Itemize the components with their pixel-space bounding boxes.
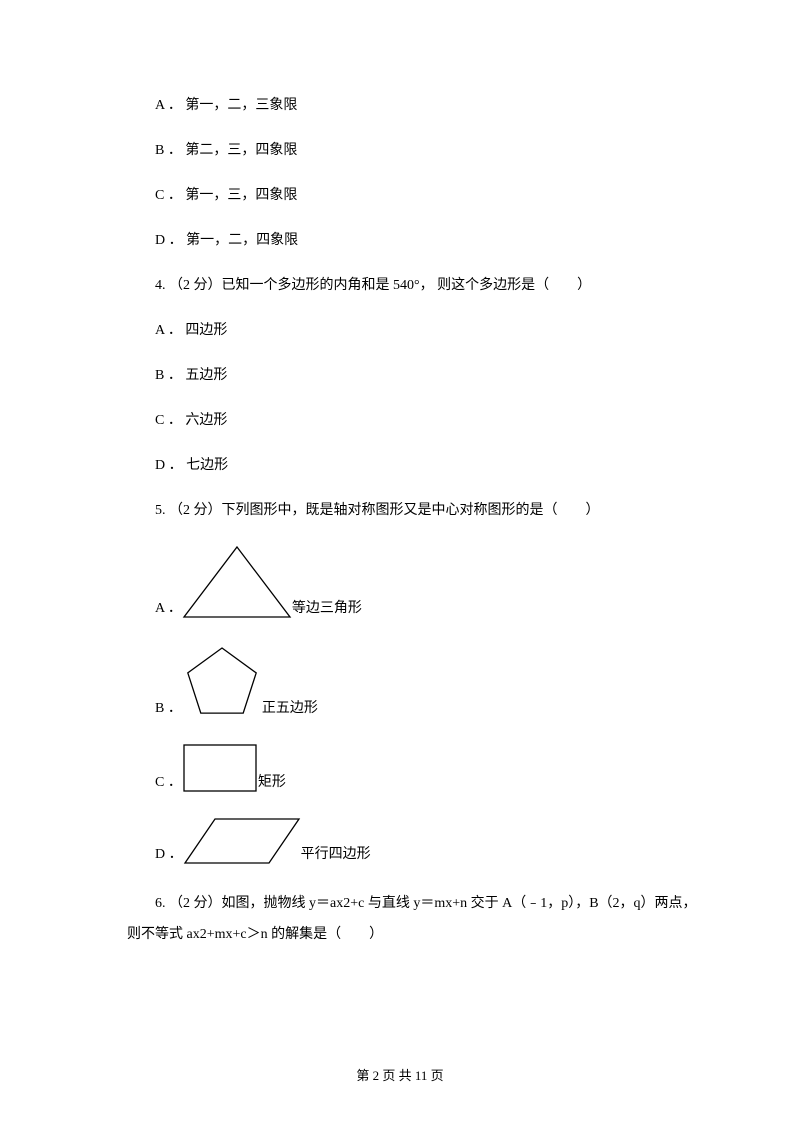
q5-option-a: A ． 等边三角形 (155, 545, 680, 619)
q6-stem: 6. （2 分）如图，抛物线 y＝ax2+c 与直线 y＝mx+n 交于 A（﹣… (127, 889, 720, 951)
q5-option-a-suffix: 等边三角形 (292, 598, 362, 619)
q5-option-c: C ． 矩形 (155, 743, 680, 793)
q3-option-b-text: B ． 第二，三，四象限 (155, 140, 297, 161)
q5-stem: 5. （2 分）下列图形中，既是轴对称图形又是中心对称图形的是（ ） (155, 500, 680, 521)
q6-line1: 6. （2 分）如图，抛物线 y＝ax2+c 与直线 y＝mx+n 交于 A（﹣… (127, 889, 720, 920)
pentagon-icon (182, 643, 262, 719)
rectangle-icon (182, 743, 258, 793)
q3-option-b: B ． 第二，三，四象限 (155, 140, 680, 161)
page-footer: 第 2 页 共 11 页 (0, 1065, 800, 1084)
q3-option-a: A ． 第一，二，三象限 (155, 95, 680, 116)
q4-option-c-text: C ． 六边形 (155, 410, 227, 431)
q4-stem: 4. （2 分）已知一个多边形的内角和是 540°， 则这个多边形是（ ） (155, 275, 680, 296)
q5-option-b: B ． 正五边形 (155, 643, 680, 719)
q4-option-a: A ． 四边形 (155, 320, 680, 341)
q3-option-c-text: C ． 第一，三，四象限 (155, 185, 297, 206)
q3-option-d: D ． 第一，二，四象限 (155, 230, 680, 251)
q5-option-d: D ． 平行四边形 (155, 817, 680, 865)
q5-option-d-suffix: 平行四边形 (301, 844, 371, 865)
q3-option-d-text: D ． 第一，二，四象限 (155, 230, 298, 251)
q5-option-b-prefix: B ． (155, 698, 182, 719)
rhombus-icon (183, 817, 301, 865)
q5-option-c-suffix: 矩形 (258, 772, 286, 793)
q4-option-a-text: A ． 四边形 (155, 320, 227, 341)
q4-option-b: B ． 五边形 (155, 365, 680, 386)
q5-stem-text: 5. （2 分）下列图形中，既是轴对称图形又是中心对称图形的是（ ） (155, 500, 600, 521)
q5-option-b-suffix: 正五边形 (262, 698, 318, 719)
q6-line2: 则不等式 ax2+mx+c＞n 的解集是（ ） (127, 920, 720, 951)
q3-option-c: C ． 第一，三，四象限 (155, 185, 680, 206)
q5-option-d-prefix: D ． (155, 844, 183, 865)
triangle-icon (182, 545, 292, 619)
q4-option-d: D ． 七边形 (155, 455, 680, 476)
q3-option-a-text: A ． 第一，二，三象限 (155, 95, 297, 116)
q4-option-b-text: B ． 五边形 (155, 365, 227, 386)
q4-option-c: C ． 六边形 (155, 410, 680, 431)
q4-stem-text: 4. （2 分）已知一个多边形的内角和是 540°， 则这个多边形是（ ） (155, 275, 591, 296)
q5-option-a-prefix: A ． (155, 598, 182, 619)
page-footer-text: 第 2 页 共 11 页 (356, 1068, 443, 1083)
q5-option-c-prefix: C ． (155, 772, 182, 793)
q4-option-d-text: D ． 七边形 (155, 455, 228, 476)
